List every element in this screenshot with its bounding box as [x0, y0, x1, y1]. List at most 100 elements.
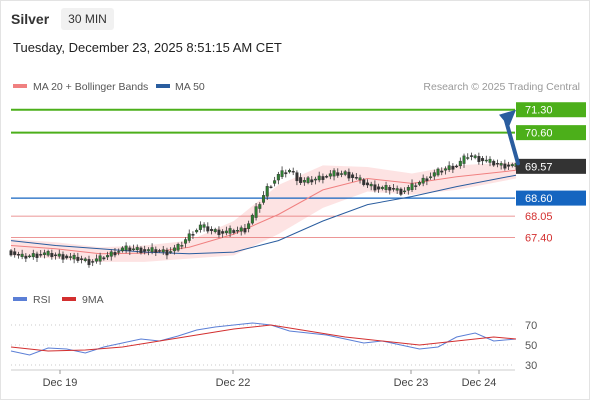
candle-body [117, 251, 121, 253]
candle-body [503, 163, 507, 169]
candle-body [28, 255, 32, 258]
ma20-legend-swatch [13, 84, 27, 88]
rsi-legend-label: RSI [33, 294, 51, 306]
candle-body [343, 171, 347, 175]
candle-body [325, 176, 329, 178]
candle-body [258, 204, 262, 209]
candle-body [373, 184, 377, 191]
candle-body [365, 182, 369, 186]
candle-body [165, 249, 169, 256]
candle-body [217, 229, 221, 236]
candle-body [228, 228, 232, 234]
candle-body [187, 233, 191, 241]
candle-body [16, 254, 20, 256]
candle-body [458, 160, 462, 167]
candle-body [484, 159, 488, 162]
candle-body [421, 177, 425, 184]
candle-body [106, 255, 110, 258]
candle-body [425, 178, 429, 182]
candle-body [172, 247, 176, 252]
candle-body [184, 239, 188, 244]
rsi-ma-legend-label: 9MA [82, 294, 104, 306]
candle-body [143, 249, 147, 252]
candle-body [276, 173, 280, 181]
candle-body [54, 254, 58, 257]
candle-body [455, 165, 459, 168]
candle-body [57, 253, 61, 257]
x-tick-label: Dec 23 [394, 377, 429, 389]
candle-body [202, 224, 206, 228]
candle-body [440, 170, 444, 173]
chart-header: Silver 30 MIN [11, 8, 114, 30]
candle-body [336, 172, 340, 176]
candle-body [262, 195, 266, 203]
candle-body [362, 179, 366, 185]
candle-body [221, 231, 225, 234]
rsi-tick-30: 30 [525, 360, 537, 372]
x-tick-label: Dec 22 [216, 377, 251, 389]
level-label-68.05: 68.05 [525, 211, 553, 223]
candle-body [295, 172, 299, 182]
candle-body [510, 164, 514, 167]
ma50-legend-label: MA 50 [175, 81, 205, 93]
candle-body [488, 158, 492, 163]
candle-body [321, 176, 325, 180]
candle-body [443, 168, 447, 171]
candle-body [429, 176, 433, 178]
candle-body [206, 226, 210, 232]
candle-body [280, 170, 284, 177]
candle-body [436, 168, 440, 176]
level-tag-70.60 [516, 125, 586, 141]
candle-body [291, 171, 295, 173]
candle-body [9, 250, 13, 256]
candle-body [20, 253, 24, 258]
candle-body [351, 174, 355, 178]
candle-body [495, 162, 499, 165]
candle-body [391, 188, 395, 190]
candle-body [339, 173, 343, 175]
candle-body [42, 252, 46, 255]
candle-body [109, 251, 113, 257]
candle-body [180, 245, 184, 247]
candle-body [198, 224, 202, 230]
level-label-70.60: 70.60 [525, 128, 553, 140]
rsi-line [10, 322, 517, 356]
candle-body [354, 177, 358, 179]
candle-body [232, 230, 236, 233]
forecast-arrow [504, 118, 520, 166]
x-tick-label: Dec 19 [43, 377, 78, 389]
candle-body [403, 190, 407, 193]
timeframe-badge[interactable]: 30 MIN [61, 8, 114, 30]
level-label-68.60: 68.60 [525, 193, 553, 205]
candle-body [76, 256, 80, 261]
candle-body [195, 229, 199, 233]
candle-body [313, 178, 317, 181]
candle-body [224, 230, 228, 234]
candle-body [302, 179, 306, 183]
candle-body [310, 179, 314, 183]
candle-body [477, 156, 481, 162]
candle-body [239, 227, 243, 232]
candle-body [31, 253, 35, 258]
ma20-legend-label: MA 20 + Bollinger Bands [33, 81, 148, 93]
candle-body [39, 254, 43, 256]
candle-body [80, 258, 84, 260]
candle-body [169, 251, 173, 253]
candle-body [466, 157, 470, 159]
candle-body [161, 249, 165, 253]
candle-body [395, 188, 399, 191]
candle-body [176, 244, 180, 251]
candle-body [243, 228, 247, 233]
ma50-line [10, 174, 517, 255]
candle-body [236, 230, 240, 232]
rsi-ma-legend-swatch [62, 297, 76, 301]
bollinger-band [11, 162, 516, 262]
candle-body [406, 187, 410, 191]
rsi-tick-70: 70 [525, 320, 537, 332]
candle-body [377, 186, 381, 190]
candle-body [72, 254, 76, 260]
candle-body [46, 251, 50, 256]
candle-body [287, 170, 291, 173]
candle-body [462, 155, 466, 164]
